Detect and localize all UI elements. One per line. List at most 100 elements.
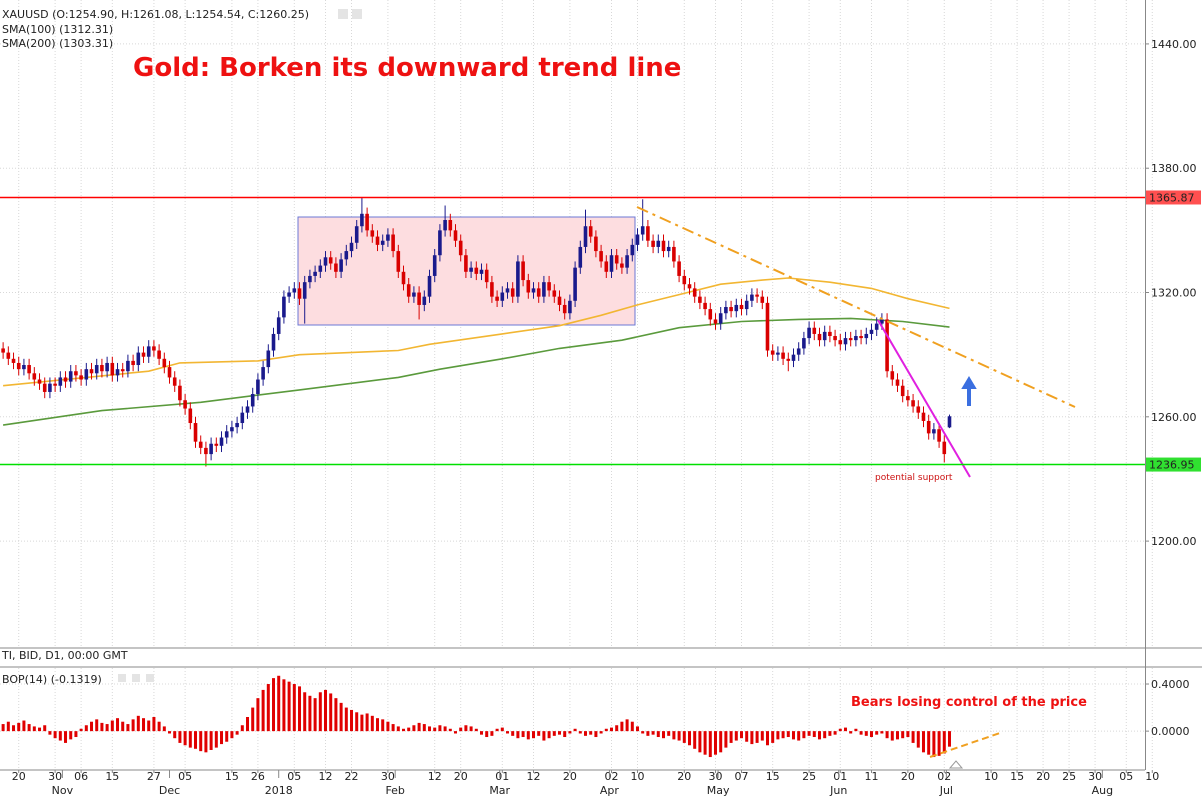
candle-body [120,369,125,372]
bop-bar [854,728,858,732]
bop-bar [355,712,359,732]
candle-body [796,348,801,355]
bop-bar [947,731,951,747]
bop-bar [188,731,192,748]
bop-bar [459,727,463,732]
candle-body [214,443,219,446]
candle-body [859,336,863,339]
current-marker [948,760,964,769]
bop-bar [916,731,920,748]
header-icon[interactable] [338,9,348,19]
bop-bar [344,707,348,732]
candle-body [276,317,281,334]
candle-body [256,379,260,395]
candle-body [84,369,89,380]
candle-body [474,267,479,274]
bop-bar [422,724,426,732]
candle-body [115,369,120,376]
bop-bar [672,731,676,740]
candle-body [432,255,437,276]
candle-body [947,416,952,428]
panel-icon[interactable] [132,674,140,682]
bop-bar [220,731,224,745]
candle-body [79,375,83,380]
candle-body [209,443,213,455]
x-tick-label: 12 [527,770,541,783]
up-arrow [961,376,977,406]
candle-body [599,251,603,262]
bop-bar [350,709,354,732]
header-sma: SMA(200) (1303.31) [2,37,113,50]
candle-body [48,383,52,392]
bop-bar [17,722,21,732]
bop-bar [152,716,156,732]
level-label: 1236.95 [1149,459,1195,472]
bop-bar [225,731,229,742]
candle-body [562,304,567,314]
bop-bar [292,684,296,732]
candle-body [526,280,531,293]
candle-body [802,338,806,349]
candle-body [729,307,733,312]
x-tick-label: 20 [1036,770,1050,783]
bop-bar [880,731,884,734]
month-label: Jul [939,784,953,797]
candle-body [552,290,557,297]
bop-bar [90,721,94,732]
panel-icon[interactable] [146,674,154,682]
candle-body [864,333,869,339]
candle-body [302,282,307,299]
candle-body [443,220,447,231]
candle-body [146,346,151,357]
x-tick-label: 25 [802,770,816,783]
bop-bar [376,718,380,732]
candle-body [588,226,593,237]
bop-bar [485,731,489,738]
bop-bar [739,731,743,739]
bop-bar [620,721,624,732]
candle-body [594,236,598,252]
bop-bar [864,731,868,736]
candle-body [16,362,21,370]
candle-body [100,365,104,372]
bop-bar [667,731,671,736]
panel-icon[interactable] [118,674,126,682]
short-trend-line [877,319,971,478]
bop-bar [12,725,16,732]
bop-bar [428,726,432,732]
candle-body [661,240,666,252]
marks-layer [1,197,952,758]
bop-bar [719,731,723,753]
candle-body [547,282,551,291]
candle-body [781,352,785,359]
bop-bar [661,731,665,739]
bop-bar [635,726,639,732]
bop-bar [48,731,52,735]
bop-bar [776,731,780,740]
candle-body [698,296,702,303]
bop-bar [875,731,879,735]
candle-body [354,226,359,243]
bop-bar [381,719,385,732]
candle-body [755,294,759,297]
header-icon[interactable] [352,9,362,19]
level-label-box [1146,457,1201,472]
bop-bar [266,684,270,732]
bop-bar [38,727,42,732]
x-tick-label: 05 [178,770,192,783]
bop-bar [609,727,613,732]
candle-body [724,307,728,314]
candle-body [427,275,432,297]
candle-body [58,377,63,386]
x-tick-label: 10 [984,770,998,783]
candle-body [422,296,427,305]
bop-bar [558,731,562,735]
bop-bar [53,731,57,739]
candle-body [614,255,619,264]
bop-bar [547,731,551,739]
downtrend-line [636,206,1076,408]
bop-bar [433,727,437,732]
x-tick-label: 30 [1088,770,1102,783]
bop-bar [703,731,707,755]
